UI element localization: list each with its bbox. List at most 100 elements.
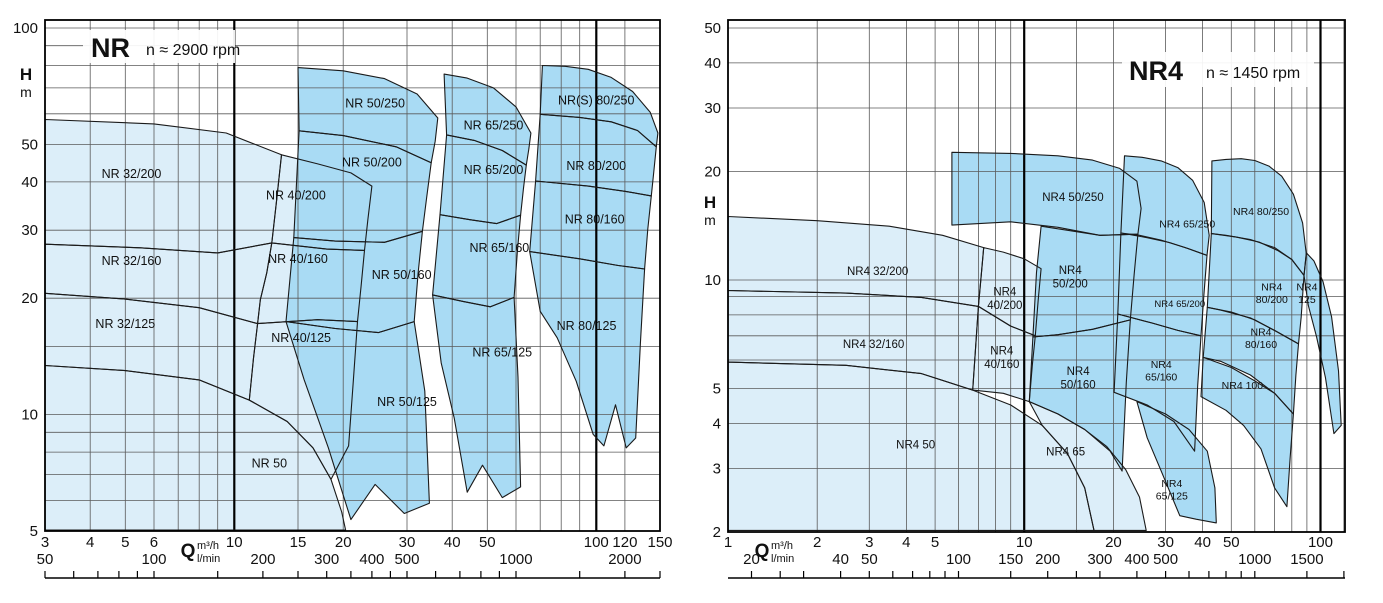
region-labels: NR4 32/200 NR4 32/160 NR4 50 NR4 40/200 NR4 40… xyxy=(843,192,1318,503)
x-tick-lmin: 400 xyxy=(359,551,384,568)
y-tick-label: 50 xyxy=(704,20,721,37)
x-tick-m3h: 20 xyxy=(1105,534,1122,551)
region-label-nr-32-200: NR 32/200 xyxy=(102,167,162,181)
region-label-nr-32-160: NR 32/160 xyxy=(102,254,162,268)
x-tick-lmin: 50 xyxy=(861,551,878,568)
region-border-nr4-50-250 xyxy=(951,151,1142,236)
region-border-nr-80-125 xyxy=(529,251,646,449)
x-tick-m3h: 1 xyxy=(724,534,732,551)
chart-title: NR xyxy=(91,33,130,63)
region-nr4-32-200 xyxy=(728,216,984,307)
region-nr-32-160 xyxy=(45,242,272,324)
pump-region-borders xyxy=(728,151,1342,531)
region-label-nr-50-125: NR 50/125 xyxy=(377,395,437,409)
x-tick-m3h: 100 xyxy=(1308,534,1333,551)
region-nr4-50 xyxy=(728,362,1094,531)
plot-border xyxy=(727,19,1346,533)
region-label-nr4-50: NR4 50 xyxy=(896,439,935,451)
y-tick-label: 20 xyxy=(704,163,721,180)
x-axis-m3h-labels: 1 2 3 4 5 10 20 30 40 50 100 xyxy=(724,534,1333,551)
x-tick-m3h: 20 xyxy=(335,534,352,551)
lmin-ruler xyxy=(728,571,1345,579)
x-tick-m3h: 50 xyxy=(479,534,496,551)
region-label-nr-40-125: NR 40/125 xyxy=(271,331,331,345)
region-label-nr-s-80-250: NR(S) 80/250 xyxy=(558,94,634,108)
x-tick-m3h: 30 xyxy=(1157,534,1174,551)
region-label-nr4-80-160: NR4 80/160 xyxy=(1245,327,1277,352)
x-axis-unit-m3h: m³/h xyxy=(771,540,793,552)
region-label-nr-65-200: NR 65/200 xyxy=(464,163,524,177)
x-tick-lmin: 1000 xyxy=(499,551,532,568)
region-label-nr4-50-200: NR4 50/200 xyxy=(1053,265,1088,291)
region-nr-32-200 xyxy=(45,119,282,253)
x-tick-m3h: 50 xyxy=(1223,534,1240,551)
y-axis-unit: m xyxy=(20,84,32,100)
x-tick-lmin: 200 xyxy=(250,551,275,568)
lmin-ruler xyxy=(44,571,661,579)
region-border-nr4-65-125 xyxy=(1136,401,1217,524)
y-axis-title: H xyxy=(704,193,716,212)
x-tick-m3h: 120 xyxy=(612,534,637,551)
region-nr-50-125 xyxy=(286,321,430,520)
region-labels: NR 32/200 NR 32/160 NR 32/125 NR 50 NR 40/20… xyxy=(95,94,634,471)
plot-border xyxy=(44,19,661,532)
region-border-nr4-65-160 xyxy=(1113,313,1202,452)
region-label-nr-40-200: NR 40/200 xyxy=(266,188,326,202)
region-label-nr-65-125: NR 65/125 xyxy=(472,346,532,360)
region-label-nr4-32-160: NR4 32/160 xyxy=(843,339,904,351)
x-tick-lmin: 2000 xyxy=(608,551,641,568)
chart-title-block: NR n ≈ 2900 rpm xyxy=(83,30,240,63)
region-label-nr4-40-200: NR4 40/200 xyxy=(987,287,1022,313)
region-border-nr4-65-250 xyxy=(1120,155,1210,256)
y-tick-label: 100 xyxy=(13,20,38,37)
x-tick-m3h: 100 xyxy=(584,534,609,551)
y-tick-label: 40 xyxy=(704,55,721,72)
y-tick-label: 10 xyxy=(704,272,721,289)
region-border-nr4-50-160 xyxy=(1028,319,1131,472)
x-tick-m3h: 30 xyxy=(399,534,416,551)
region-label-nr4-100: NR4 100 xyxy=(1222,380,1264,392)
region-nr4-65-200 xyxy=(1117,233,1207,336)
x-tick-m3h: 3 xyxy=(865,534,873,551)
region-label-nr4-65-125: NR4 65/125 xyxy=(1156,478,1188,503)
x-axis-lmin-labels: 50 100 200 300 400 500 1000 2000 xyxy=(37,551,642,568)
region-nr-s-80-250 xyxy=(540,65,658,147)
region-nr4-100 xyxy=(1201,357,1294,507)
region-label-nr-65-160: NR 65/160 xyxy=(470,241,530,255)
region-border-nr-50-125 xyxy=(285,321,430,521)
x-axis-m3h-labels: 3 4 5 6 10 15 20 30 40 50 100 120 150 xyxy=(41,534,673,551)
region-nr4-32-160 xyxy=(728,290,979,391)
region-nr4-65-160 xyxy=(1114,314,1201,452)
x-tick-m3h: 5 xyxy=(931,534,939,551)
y-axis-title: H xyxy=(20,65,32,84)
region-border-nr-40-200 xyxy=(271,154,373,251)
x-tick-m3h: 15 xyxy=(290,534,307,551)
y-tick-label: 50 xyxy=(21,136,38,153)
region-border-nr-65-125 xyxy=(432,294,522,499)
pump-region-borders xyxy=(45,64,659,531)
region-label-nr4-65: NR4 65 xyxy=(1046,446,1085,458)
x-tick-lmin: 150 xyxy=(998,551,1023,568)
x-tick-m3h: 40 xyxy=(444,534,461,551)
x-axis-unit-m3h: m³/h xyxy=(197,540,219,552)
pump-regions xyxy=(728,152,1342,531)
y-tick-label: 30 xyxy=(704,100,721,117)
x-tick-lmin: 100 xyxy=(946,551,971,568)
x-tick-m3h: 40 xyxy=(1194,534,1211,551)
region-label-nr-65-250: NR 65/250 xyxy=(464,119,524,133)
region-nr-50-160 xyxy=(286,231,423,333)
region-label-nr-80-125: NR 80/125 xyxy=(557,319,617,333)
region-nr-50 xyxy=(45,365,346,530)
region-label-nr4-80-200: NR4 80/200 xyxy=(1256,281,1288,306)
region-nr-50-250 xyxy=(298,67,438,163)
region-nr4-50-160 xyxy=(1029,319,1131,472)
y-tick-label: 30 xyxy=(21,222,38,239)
x-tick-m3h: 150 xyxy=(647,534,672,551)
region-nr-65-125 xyxy=(432,294,521,498)
x-tick-m3h: 4 xyxy=(86,534,94,551)
region-border-nr4-80-160 xyxy=(1202,306,1300,415)
y-axis-labels: 50 40 30 20 10 5 4 3 2 Hm xyxy=(704,20,721,541)
region-border-nr4-125 xyxy=(1303,252,1342,435)
